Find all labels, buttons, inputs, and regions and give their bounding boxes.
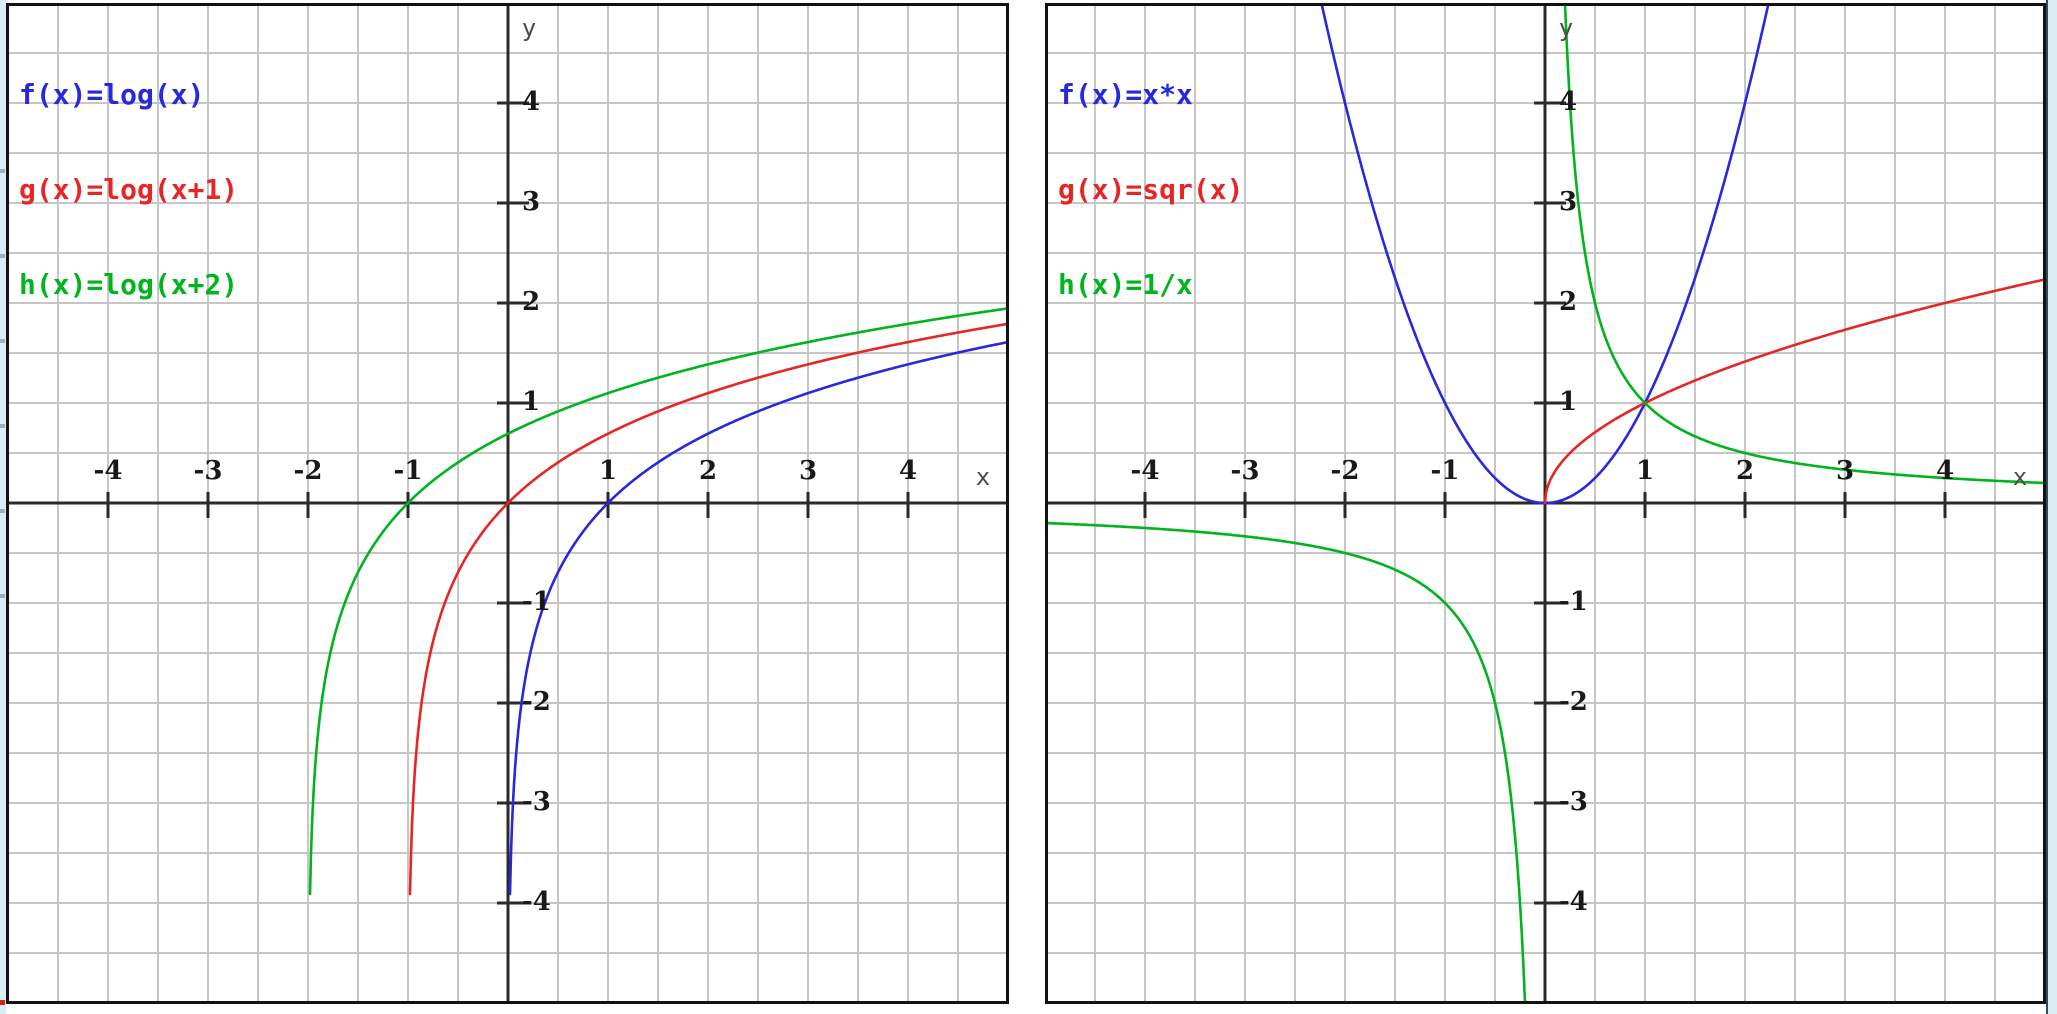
legend-entry-f: f(x)=x*x: [1058, 78, 1193, 111]
x-tick-label: 4: [898, 456, 918, 486]
y-tick-label: -4: [1559, 887, 1588, 917]
y-tick-label: 2: [522, 287, 541, 317]
y-tick-label: -1: [1559, 587, 1588, 617]
legend-entry-f: f(x)=log(x): [19, 78, 205, 111]
background-tick-fragment: [0, 169, 5, 173]
x-tick-label: 2: [1735, 456, 1755, 486]
function-curve: [308, 307, 1006, 896]
y-tick-label: -2: [1559, 687, 1588, 717]
background-tick-fragment: [0, 509, 5, 513]
legend-left: f(x)=log(x) g(x)=log(x+1) h(x)=log(x+2): [19, 12, 238, 363]
x-tick-label: 1: [598, 456, 618, 486]
function-curve: [1048, 521, 1527, 1001]
y-axis-label: y: [1558, 14, 1574, 42]
x-tick-label: 3: [1835, 456, 1855, 486]
y-axis-label: y: [521, 14, 537, 42]
y-tick-label: 1: [522, 387, 541, 417]
plot-canvas-left: [9, 6, 1006, 1001]
x-tick-label: -3: [1230, 456, 1260, 486]
legend-entry-g: g(x)=log(x+1): [19, 173, 239, 206]
x-axis-label: x: [2012, 463, 2028, 491]
y-tick-label: -3: [522, 787, 551, 817]
y-tick-label: 2: [1559, 287, 1578, 317]
x-tick-label: -4: [1130, 456, 1160, 486]
x-tick-label: 4: [1935, 456, 1955, 486]
x-tick-label: 1: [1635, 456, 1655, 486]
x-tick-label: 3: [798, 456, 818, 486]
function-curve: [508, 341, 1006, 896]
background-tick-fragment: [0, 424, 5, 428]
y-tick-label: -3: [1559, 787, 1588, 817]
x-axis-label: x: [975, 463, 991, 491]
legend-entry-h: h(x)=1/x: [1058, 268, 1193, 301]
x-tick-label: -1: [1430, 456, 1460, 486]
background-window-sliver-left: [0, 0, 6, 1014]
function-curve: [1563, 6, 2043, 485]
left-plot-panel: f(x)=log(x) g(x)=log(x+1) h(x)=log(x+2) …: [6, 3, 1009, 1004]
background-window-sliver-right: [2046, 0, 2057, 1014]
y-tick-label: 3: [522, 187, 541, 217]
y-tick-label: -4: [522, 887, 551, 917]
y-tick-label: 4: [522, 87, 541, 117]
background-tick-fragment: [0, 254, 5, 258]
x-tick-label: -2: [293, 456, 323, 486]
y-tick-label: -1: [522, 587, 551, 617]
background-curve-fragment: [0, 1000, 5, 1005]
y-tick-label: 4: [1559, 87, 1578, 117]
right-plot-panel: f(x)=x*x g(x)=sqr(x) h(x)=1/x x y -4 -3 -2…: [1045, 3, 2046, 1004]
plot-canvas-right: [1048, 6, 2043, 1001]
x-tick-label: 2: [698, 456, 718, 486]
legend-right: f(x)=x*x g(x)=sqr(x) h(x)=1/x: [1058, 12, 1243, 363]
y-tick-label: -2: [522, 687, 551, 717]
x-tick-label: -4: [93, 456, 123, 486]
y-tick-label: 3: [1559, 187, 1578, 217]
x-tick-label: -2: [1330, 456, 1360, 486]
function-curve: [1543, 278, 2043, 505]
x-tick-label: -1: [393, 456, 423, 486]
legend-entry-g: g(x)=sqr(x): [1058, 173, 1244, 206]
y-tick-label: 1: [1559, 387, 1578, 417]
x-tick-label: -3: [193, 456, 223, 486]
background-tick-fragment: [0, 339, 5, 343]
background-tick-fragment: [0, 594, 5, 598]
legend-entry-h: h(x)=log(x+2): [19, 268, 239, 301]
function-curve: [408, 322, 1006, 896]
